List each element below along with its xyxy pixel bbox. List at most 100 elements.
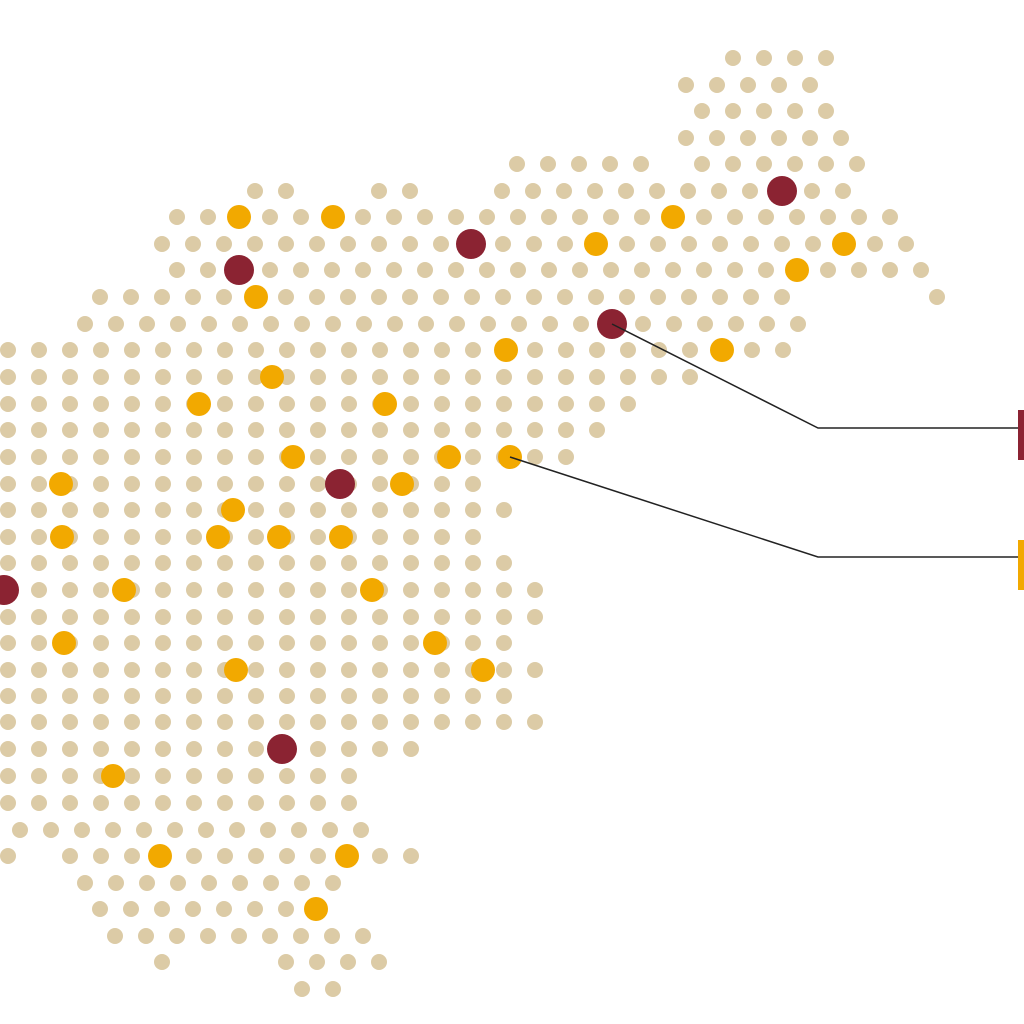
map-dot [479,209,495,225]
map-dot [62,848,78,864]
map-dot [217,582,233,598]
map-dot [170,875,186,891]
map-dot [355,262,371,278]
map-dot [372,635,388,651]
map-dot [758,262,774,278]
map-dot [851,262,867,278]
map-dot [526,236,542,252]
map-dot [527,714,543,730]
map-dot [355,209,371,225]
highlight-dot [52,631,76,655]
map-dot [0,422,16,438]
map-dot [93,502,109,518]
map-dot [310,741,326,757]
map-dot [248,848,264,864]
map-dot [324,928,340,944]
map-dot [232,316,248,332]
map-dot [372,422,388,438]
map-dot [496,422,512,438]
map-dot [310,635,326,651]
map-dot [217,422,233,438]
leader-line [611,323,1024,429]
map-dot [696,262,712,278]
map-dot [727,262,743,278]
map-dot [618,183,634,199]
map-dot [448,209,464,225]
highlight-dot [325,469,355,499]
map-dot [709,130,725,146]
map-dot [0,476,16,492]
map-dot [449,316,465,332]
highlight-dot [423,631,447,655]
map-dot [805,236,821,252]
map-dot [248,502,264,518]
map-dot [186,449,202,465]
map-dot [465,422,481,438]
map-dot [217,848,233,864]
map-dot [0,502,16,518]
map-dot [0,609,16,625]
map-dot [31,609,47,625]
map-dot [31,449,47,465]
map-dot [496,396,512,412]
map-dot [0,768,16,784]
map-dot [154,901,170,917]
map-dot [725,103,741,119]
map-dot [31,476,47,492]
map-dot [650,289,666,305]
map-dot [248,768,264,784]
map-dot [31,582,47,598]
map-dot [216,289,232,305]
map-dot [542,316,558,332]
map-dot [433,236,449,252]
map-dot [200,928,216,944]
map-dot [527,582,543,598]
map-dot [742,183,758,199]
map-dot [913,262,929,278]
map-dot [434,422,450,438]
map-dot [465,635,481,651]
map-dot [309,289,325,305]
map-dot [711,183,727,199]
map-dot [341,768,357,784]
map-dot [465,714,481,730]
map-dot [248,635,264,651]
highlight-dot [50,525,74,549]
highlight-dot [267,525,291,549]
map-dot [138,928,154,944]
map-dot [804,183,820,199]
map-dot [341,582,357,598]
map-dot [743,236,759,252]
map-dot [587,183,603,199]
map-dot [293,209,309,225]
map-dot [278,289,294,305]
map-dot [248,396,264,412]
map-dot [124,609,140,625]
map-dot [680,183,696,199]
map-dot [216,901,232,917]
map-dot [325,981,341,997]
map-dot [802,77,818,93]
map-dot [310,662,326,678]
map-dot [340,954,356,970]
map-dot [155,768,171,784]
map-dot [496,714,512,730]
map-dot [341,396,357,412]
map-dot [247,183,263,199]
map-dot [495,289,511,305]
map-dot [248,714,264,730]
map-dot [403,502,419,518]
map-dot [527,609,543,625]
map-dot [124,396,140,412]
map-dot [527,396,543,412]
map-dot [217,449,233,465]
map-dot [558,396,574,412]
map-dot [310,609,326,625]
map-dot [709,77,725,93]
map-dot [558,342,574,358]
map-dot [417,262,433,278]
map-dot [200,262,216,278]
map-dot [696,209,712,225]
map-dot [170,316,186,332]
map-dot [279,768,295,784]
